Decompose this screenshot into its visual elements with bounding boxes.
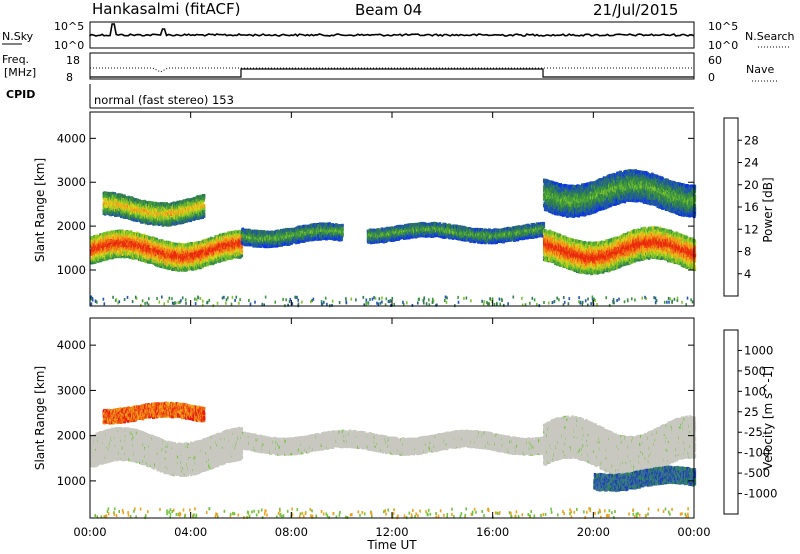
nave-tick-top: 60 [708, 54, 722, 67]
scatter-cell [203, 194, 206, 197]
scatter-cell [241, 249, 244, 252]
freq-unit: [MHz] [4, 66, 36, 79]
nsky-trace [90, 24, 694, 36]
nsearch-label: N.Search [745, 30, 795, 43]
date-title: 21/Jul/2015 [593, 1, 678, 19]
nsky-tick-top: 10^5 [54, 20, 84, 33]
freq-panel-frame [90, 53, 694, 79]
nave-tick-bottom: 0 [708, 71, 715, 84]
cpid-text: normal (fast stereo) 153 [94, 93, 234, 107]
freq-tick-bottom: 8 [66, 71, 73, 84]
cpid-label: CPID [6, 88, 35, 101]
nsky-label: N.Sky [2, 30, 34, 43]
scatter-cell [241, 245, 244, 248]
beam-title: Beam 04 [355, 1, 422, 19]
nsearch-tick-top: 10^5 [708, 20, 738, 33]
nsearch-tick-bottom: 10^0 [708, 39, 738, 52]
nsky-tick-bottom: 10^0 [54, 39, 84, 52]
freq-trace [90, 69, 694, 77]
freq-tick-top: 18 [66, 54, 80, 67]
scatter-cell [203, 213, 206, 216]
scatter-cell [203, 205, 206, 208]
freq-label: Freq. [2, 53, 29, 66]
scatter-cell [130, 230, 133, 233]
radar-title: Hankasalmi (fitACF) [92, 0, 240, 18]
scatter-cell [241, 254, 244, 257]
power-scatter [90, 169, 696, 307]
nave-label: Nave [746, 63, 774, 76]
